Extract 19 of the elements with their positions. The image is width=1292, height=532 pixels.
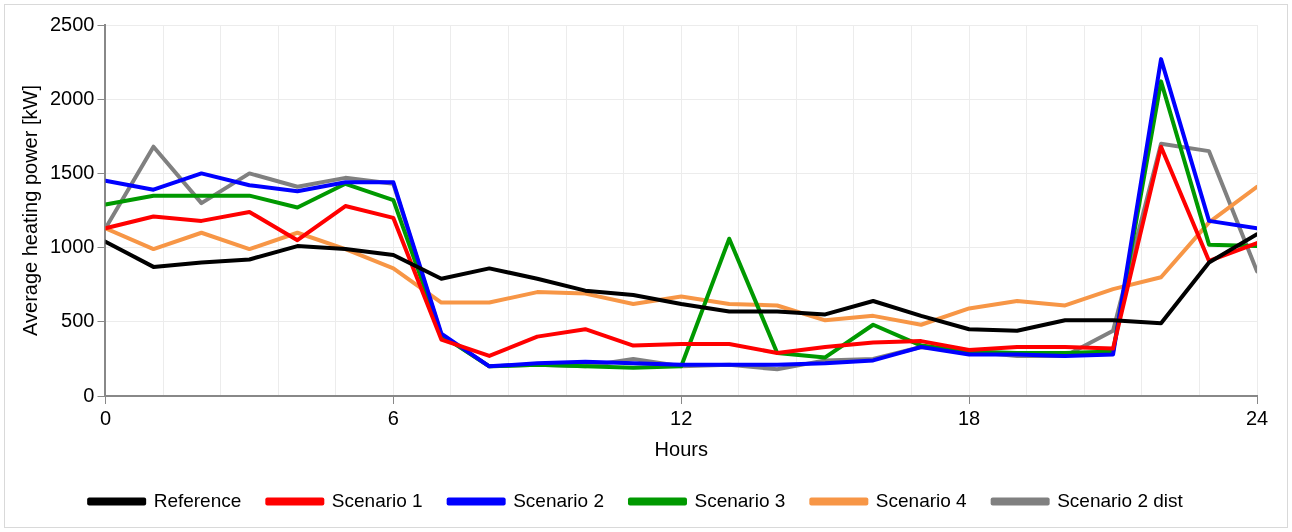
x-tick-label: 12	[670, 406, 693, 429]
y-tick-label: 0	[83, 383, 95, 406]
legend-label: Scenario 4	[875, 489, 968, 511]
x-tick-label: 18	[958, 406, 981, 429]
x-tick-label: 24	[1245, 406, 1269, 429]
y-tick-label: 1000	[49, 235, 95, 258]
y-tick-label: 2000	[49, 86, 95, 109]
y-tick-label: 2500	[49, 12, 95, 35]
x-tick-label: 6	[387, 406, 399, 429]
legend-label: Scenario 2 dist	[1057, 489, 1184, 511]
legend-label: Scenario 1	[331, 489, 423, 511]
x-tick-label: 0	[99, 406, 112, 429]
y-tick-label: 1500	[49, 160, 95, 183]
legend-label: Reference	[153, 489, 242, 511]
y-axis-title: Average heating power [kW]	[18, 85, 41, 336]
legend-label: Scenario 3	[694, 489, 786, 511]
x-axis-title: Hours	[654, 437, 708, 460]
legend-label: Scenario 2	[513, 489, 604, 511]
y-tick-label: 500	[61, 309, 95, 332]
